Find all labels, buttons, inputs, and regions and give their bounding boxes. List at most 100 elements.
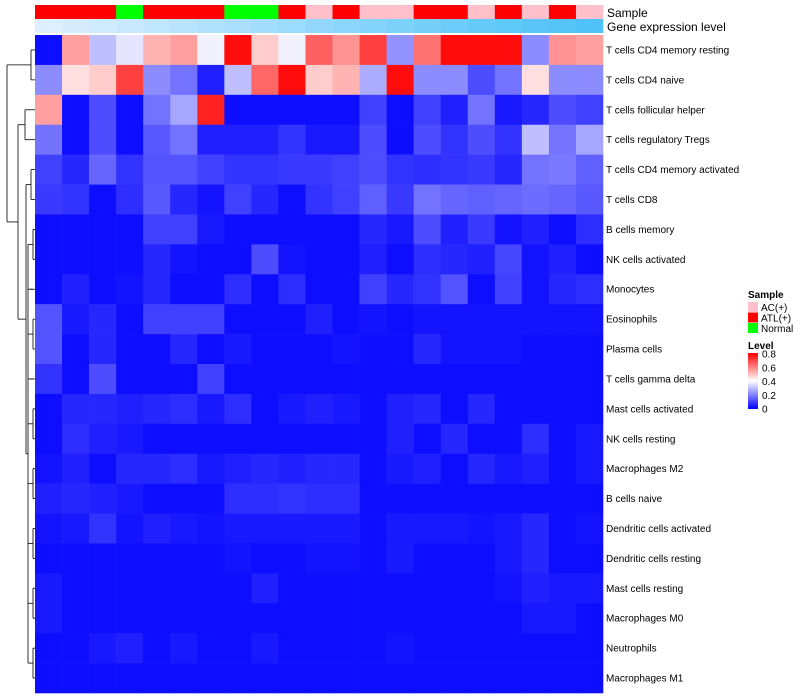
heatmap-cell [62,334,90,365]
heatmap-cell [35,513,63,544]
heatmap-cell [89,274,117,305]
heatmap-cell [575,94,604,126]
heatmap-cell [62,633,90,664]
heatmap-cell [413,244,442,275]
heatmap-cell [332,184,360,215]
heatmap-cell [62,35,90,66]
heatmap-cell [89,334,117,365]
heatmap-cell [143,154,171,185]
expression-annotation-cell [575,19,604,33]
heatmap-cell [467,543,496,574]
heatmap-cell [197,364,225,395]
heatmap-cell [89,543,117,574]
heatmap-cell [521,573,550,604]
heatmap-cell [116,364,144,395]
heatmap-cell [332,154,360,185]
heatmap-cell [62,94,90,126]
heatmap-cell [359,483,387,514]
heatmap-cell [413,124,442,155]
heatmap-cell [467,94,496,126]
heatmap-cell [332,423,360,455]
heatmap-cell [116,603,144,634]
heatmap-cell [359,154,387,185]
heatmap-cell [413,154,442,185]
heatmap-cell [359,35,387,66]
heatmap-cell [224,334,252,365]
heatmap-cell [143,423,171,455]
heatmap-cell [494,633,523,664]
expression-annotation-cell [197,19,225,33]
heatmap-cell [359,274,387,305]
heatmap-cell [197,393,225,425]
heatmap-cell [548,364,577,395]
level-legend-tick: 0.4 [762,377,776,388]
heatmap-cell [440,154,469,185]
expression-annotation-cell [413,19,442,33]
heatmap-cell [251,274,279,305]
heatmap-cell [62,64,90,96]
heatmap-cell [467,304,496,335]
sample-annotation-cell [35,5,63,19]
heatmap-cell [494,603,523,634]
heatmap-cell [305,633,333,664]
heatmap-cell [278,214,306,245]
heatmap-cell [278,274,306,305]
heatmap-cell [35,633,63,664]
heatmap-cell [251,214,279,245]
heatmap-cell [251,94,279,126]
heatmap-cell [494,64,523,96]
heatmap-cell [467,244,496,275]
heatmap-cell [494,513,523,544]
heatmap-cell [143,334,171,365]
heatmap-cell [413,304,442,335]
heatmap-cell [440,483,469,514]
heatmap-cell [170,513,198,544]
heatmap-cell [548,64,577,96]
heatmap-cell [332,364,360,395]
heatmap-cell [35,64,63,96]
heatmap-cell [35,573,63,604]
heatmap-cell [35,124,63,155]
heatmap-cell [143,663,171,694]
heatmap-cell [116,64,144,96]
heatmap-cell [521,334,550,365]
heatmap-cell [170,154,198,185]
heatmap-cell [440,334,469,365]
row-label: T cells regulatory Tregs [606,135,710,146]
heatmap-cell [251,334,279,365]
heatmap-cell [575,513,604,544]
sample-legend-swatch [748,323,758,333]
heatmap-cell [575,423,604,455]
row-label: B cells memory [606,225,674,236]
row-label: B cells naive [606,494,663,505]
sample-legend-label: ATL(+) [761,314,791,325]
heatmap-cell [548,304,577,335]
heatmap-cell [305,663,333,694]
heatmap-cell [575,64,604,96]
heatmap-cell [197,334,225,365]
heatmap-cell [170,453,198,484]
heatmap-cell [440,94,469,126]
heatmap-cell [251,124,279,155]
heatmap-cell [494,663,523,694]
heatmap-cell [89,64,117,96]
heatmap-cell [575,573,604,604]
heatmap-cell [35,304,63,335]
heatmap-cell [494,304,523,335]
sample-annotation-cell [386,5,414,19]
heatmap-cell [197,124,225,155]
heatmap-cell [197,244,225,275]
heatmap-cell [548,423,577,455]
heatmap-cell [413,663,442,694]
heatmap-cell [305,244,333,275]
heatmap-cell [278,603,306,634]
heatmap-cell [251,364,279,395]
heatmap-cell [89,214,117,245]
heatmap-cell [494,244,523,275]
heatmap-cell [170,573,198,604]
heatmap-cell [116,124,144,155]
heatmap-cell [575,483,604,514]
row-label: Macrophages M0 [606,614,684,625]
heatmap-cell [143,513,171,544]
heatmap-cell [89,603,117,634]
